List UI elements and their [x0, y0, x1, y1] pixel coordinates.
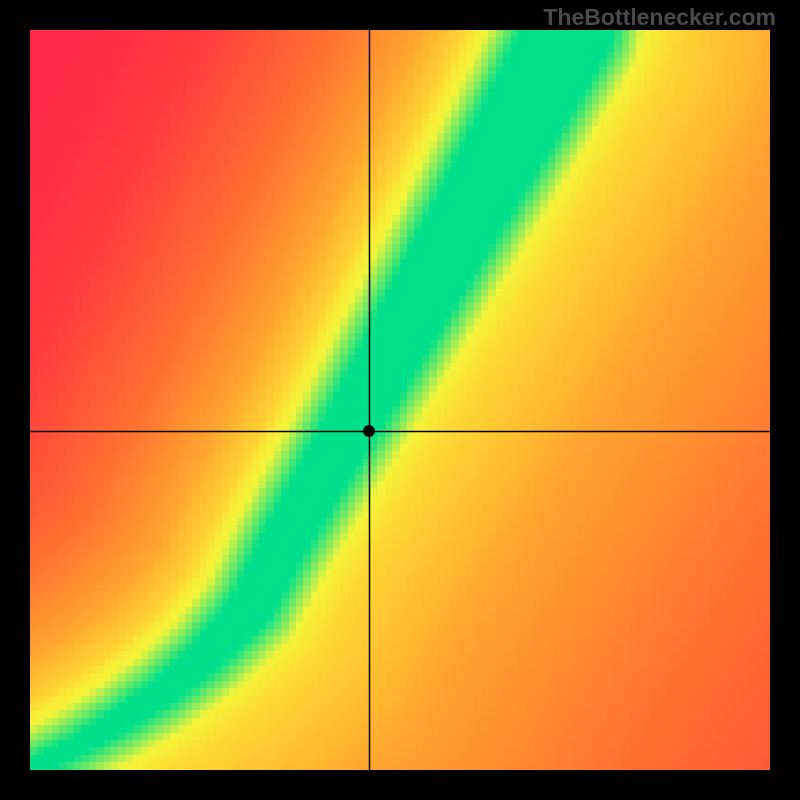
bottleneck-heatmap	[30, 30, 770, 770]
chart-container: TheBottlenecker.com	[0, 0, 800, 800]
watermark-text: TheBottlenecker.com	[543, 4, 776, 31]
